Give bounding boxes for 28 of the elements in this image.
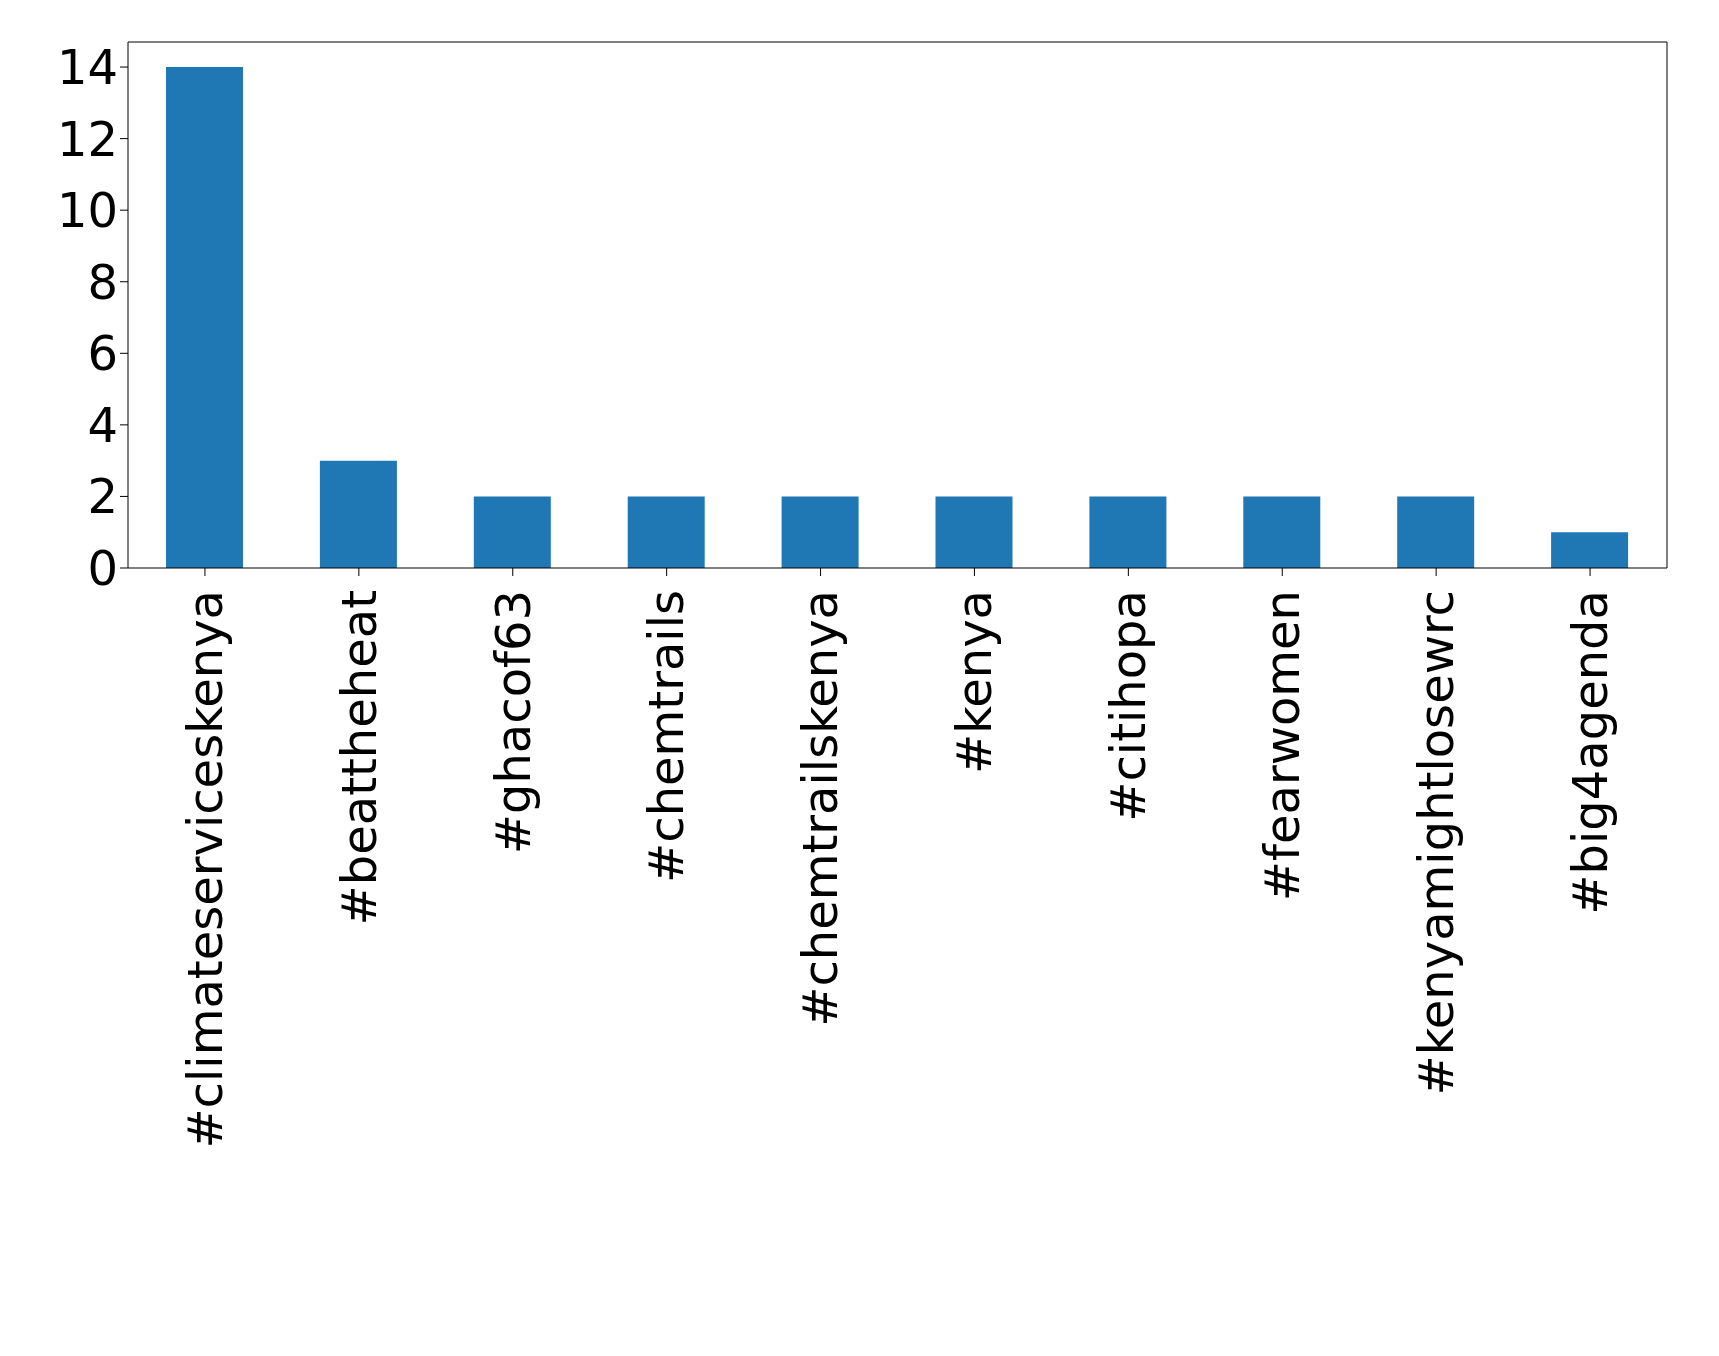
x-tick-label: #climateserviceskenya [176,590,233,1149]
x-tick-label: #kenyamightlosewrc [1407,590,1464,1096]
x-tick-label: #fearwomen [1254,590,1311,902]
x-tick-label: #kenya [946,590,1003,775]
bar [1551,532,1629,568]
x-tick-label: #big4agenda [1561,590,1618,915]
y-tick-label: 6 [87,325,118,382]
bar [319,460,397,568]
bar [781,496,859,568]
y-tick-label: 14 [56,39,118,96]
y-tick-label: 10 [56,182,118,239]
y-tick-label: 4 [87,396,118,453]
y-tick-label: 8 [87,253,118,310]
bar [627,496,705,568]
bar [1243,496,1321,568]
bar [473,496,551,568]
bar [166,67,243,568]
bar [1089,496,1167,568]
y-tick-label: 12 [56,110,118,167]
x-tick-label: #beattheheat [330,590,387,926]
x-tick-label: #citihopa [1100,590,1157,822]
x-tick-label: #chemtrails [638,590,695,883]
y-tick-label: 2 [87,468,118,525]
bar [1397,496,1475,568]
bar [935,496,1013,568]
x-tick-label: #ghacof63 [484,590,541,855]
y-tick-label: 0 [87,540,118,597]
x-tick-label: #chemtrailskenya [792,590,849,1027]
